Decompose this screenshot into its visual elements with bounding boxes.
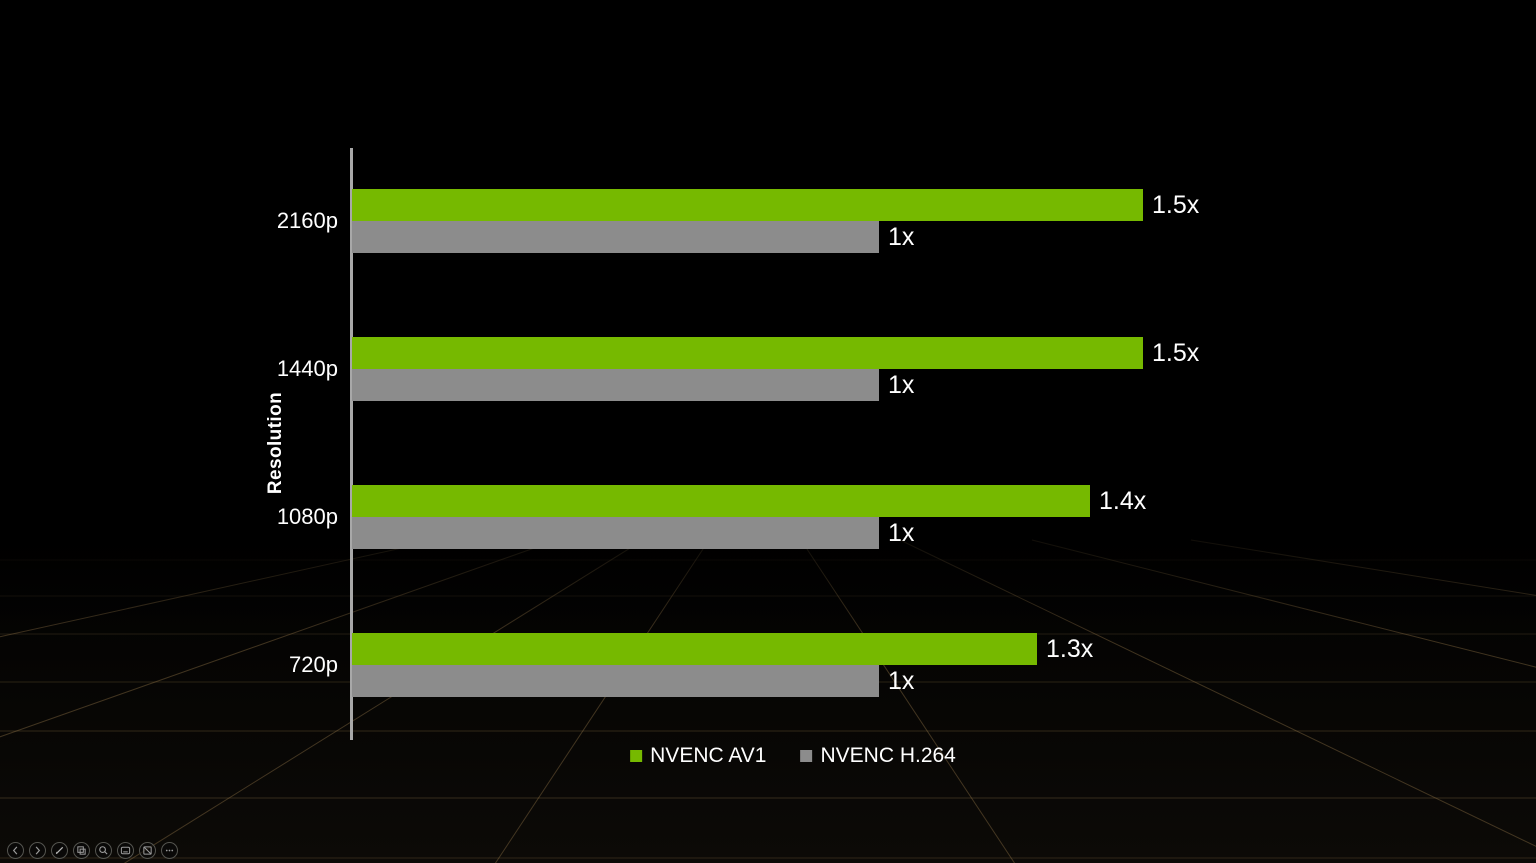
category-tick-label: 1440p bbox=[276, 356, 338, 381]
av1-bar bbox=[352, 485, 1090, 517]
more-button[interactable] bbox=[161, 842, 178, 859]
more-icon bbox=[165, 849, 174, 852]
legend-label-av1: NVENC AV1 bbox=[650, 744, 767, 767]
y-axis-line bbox=[350, 148, 353, 740]
av1-bar bbox=[352, 337, 1143, 369]
legend: NVENC AV1 NVENC H.264 bbox=[630, 743, 956, 769]
pen-button[interactable] bbox=[51, 842, 68, 859]
bar-value-label: 1.4x bbox=[1099, 487, 1147, 515]
zoom-icon bbox=[99, 846, 108, 855]
category-tick-label: 2160p bbox=[276, 208, 338, 233]
bar-value-label: 1x bbox=[888, 519, 915, 547]
bar-value-label: 1.3x bbox=[1046, 635, 1094, 663]
h264-bar bbox=[352, 665, 879, 697]
category-tick-label: 720p bbox=[289, 652, 338, 677]
h264-bar bbox=[352, 369, 879, 401]
bar-value-label: 1x bbox=[888, 223, 915, 251]
bar-value-label: 1x bbox=[888, 667, 915, 695]
y-axis-title: Resolution bbox=[265, 391, 286, 495]
zoom-button[interactable] bbox=[95, 842, 112, 859]
category-tick-label: 1080p bbox=[276, 504, 338, 529]
bar-value-label: 1x bbox=[888, 371, 915, 399]
pen-icon bbox=[55, 846, 64, 855]
captions-button[interactable] bbox=[117, 842, 134, 859]
copy-slide-button[interactable] bbox=[73, 842, 90, 859]
av1-bar bbox=[352, 189, 1143, 221]
av1-bar bbox=[352, 633, 1037, 665]
legend-swatch-h264-icon bbox=[800, 750, 813, 762]
h264-bar bbox=[352, 517, 879, 549]
legend-swatch-av1-icon bbox=[630, 750, 643, 762]
h264-bar bbox=[352, 221, 879, 253]
hide-image-button[interactable] bbox=[139, 842, 156, 859]
previous-button[interactable] bbox=[7, 842, 24, 859]
previous-icon bbox=[12, 846, 18, 855]
legend-item-nvenc-h264: NVENC H.264 bbox=[800, 743, 956, 769]
bar-value-label: 1.5x bbox=[1152, 191, 1200, 219]
hide-image-icon bbox=[143, 846, 152, 855]
copy-slide-icon bbox=[77, 846, 86, 855]
bar-value-label: 1.5x bbox=[1152, 339, 1200, 367]
legend-label-h264: NVENC H.264 bbox=[820, 744, 956, 767]
captions-icon bbox=[120, 846, 131, 855]
next-button[interactable] bbox=[29, 842, 46, 859]
viewer-toolbar bbox=[7, 842, 178, 859]
legend-item-nvenc-av1: NVENC AV1 bbox=[630, 743, 766, 769]
next-icon bbox=[35, 846, 41, 855]
